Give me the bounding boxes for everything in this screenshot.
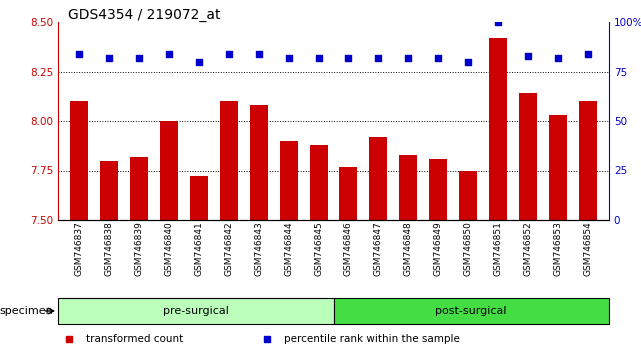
Bar: [279, 141, 297, 220]
Point: [583, 51, 593, 57]
Bar: [220, 101, 238, 220]
Text: GSM746840: GSM746840: [164, 222, 173, 276]
Text: specimen: specimen: [0, 306, 53, 316]
Bar: [310, 145, 328, 220]
Text: transformed count: transformed count: [85, 334, 183, 344]
Bar: [579, 101, 597, 220]
Text: GSM746838: GSM746838: [104, 222, 113, 276]
Point: [134, 55, 144, 61]
Text: GSM746842: GSM746842: [224, 222, 233, 276]
Text: GSM746839: GSM746839: [135, 222, 144, 276]
Point: [493, 19, 503, 25]
Text: GSM746837: GSM746837: [74, 222, 83, 276]
Bar: [369, 137, 387, 220]
Bar: [333, 298, 609, 324]
Point: [194, 59, 204, 64]
Point: [403, 55, 413, 61]
Point: [224, 51, 234, 57]
Text: GSM746849: GSM746849: [434, 222, 443, 276]
Point: [74, 51, 84, 57]
Text: GSM746844: GSM746844: [284, 222, 293, 276]
Bar: [100, 161, 118, 220]
Text: GSM746853: GSM746853: [554, 222, 563, 276]
Bar: [160, 121, 178, 220]
Text: GSM746845: GSM746845: [314, 222, 323, 276]
Bar: [58, 298, 333, 324]
Point: [253, 51, 263, 57]
Bar: [399, 155, 417, 220]
Bar: [190, 176, 208, 220]
Text: percentile rank within the sample: percentile rank within the sample: [284, 334, 460, 344]
Text: GDS4354 / 219072_at: GDS4354 / 219072_at: [68, 8, 221, 22]
Bar: [70, 101, 88, 220]
Text: GSM746848: GSM746848: [404, 222, 413, 276]
Point: [553, 55, 563, 61]
Point: [523, 53, 533, 58]
Text: GSM746850: GSM746850: [463, 222, 473, 276]
Point: [283, 55, 294, 61]
Text: GSM746854: GSM746854: [583, 222, 592, 276]
Point: [429, 218, 439, 224]
Bar: [549, 115, 567, 220]
Text: pre-surgical: pre-surgical: [163, 306, 229, 316]
Bar: [429, 159, 447, 220]
Text: GSM746846: GSM746846: [344, 222, 353, 276]
Text: GSM746841: GSM746841: [194, 222, 203, 276]
Point: [373, 55, 383, 61]
Bar: [459, 171, 478, 220]
Bar: [249, 105, 268, 220]
Text: GSM746843: GSM746843: [254, 222, 263, 276]
Bar: [489, 38, 507, 220]
Point: [313, 55, 324, 61]
Text: GSM746852: GSM746852: [524, 222, 533, 276]
Text: GSM746847: GSM746847: [374, 222, 383, 276]
Point: [344, 55, 354, 61]
Point: [463, 59, 474, 64]
Point: [433, 55, 444, 61]
Point: [163, 51, 174, 57]
Text: post-surgical: post-surgical: [435, 306, 507, 316]
Bar: [130, 156, 148, 220]
Point: [104, 55, 114, 61]
Bar: [340, 166, 358, 220]
Bar: [519, 93, 537, 220]
Text: GSM746851: GSM746851: [494, 222, 503, 276]
